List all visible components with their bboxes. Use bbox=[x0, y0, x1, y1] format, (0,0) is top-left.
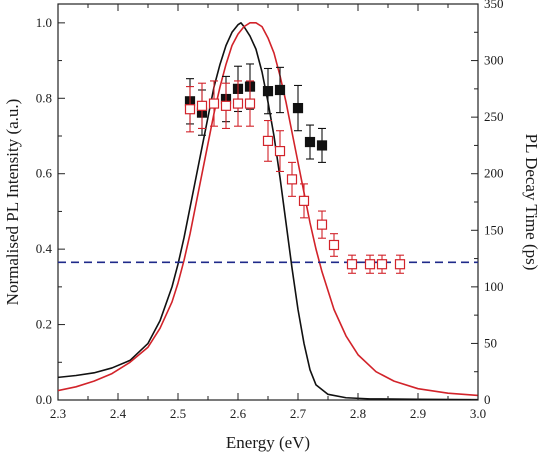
open-square-marker bbox=[364, 259, 376, 270]
x-tick-label: 2.9 bbox=[410, 406, 426, 421]
y2-tick-label: 100 bbox=[484, 279, 504, 294]
open-square-marker bbox=[298, 195, 310, 206]
x-tick-label: 2.6 bbox=[230, 406, 247, 421]
open-square-marker bbox=[232, 98, 244, 109]
x-tick-label: 3.0 bbox=[470, 406, 486, 421]
y-tick-label: 0.0 bbox=[36, 392, 52, 407]
open-square-marker bbox=[196, 100, 208, 111]
open-square-marker bbox=[328, 239, 340, 251]
y2-tick-label: 200 bbox=[484, 166, 504, 181]
plot-area-border bbox=[57, 3, 479, 401]
y2-tick-label: 150 bbox=[484, 222, 504, 237]
open-square-marker bbox=[346, 259, 358, 270]
series-layer bbox=[58, 22, 478, 400]
black-spectrum-line bbox=[58, 22, 478, 400]
x-tick-label: 2.8 bbox=[350, 406, 366, 421]
open-square-marker bbox=[376, 259, 388, 270]
plot-frame bbox=[57, 3, 479, 401]
marker-layer bbox=[184, 63, 406, 274]
filled-square-marker bbox=[292, 102, 304, 114]
y-tick-label: 0.6 bbox=[36, 166, 53, 181]
filled-square-marker bbox=[262, 86, 274, 97]
y-tick-label: 0.2 bbox=[36, 317, 52, 332]
open-square-marker bbox=[316, 219, 328, 230]
red-spectrum-line bbox=[58, 22, 478, 397]
y2-tick-label: 300 bbox=[484, 53, 504, 68]
open-square-marker bbox=[394, 259, 406, 270]
y2-axis-title: PL Decay Time (ps) bbox=[522, 134, 541, 271]
x-axis-title: Energy (eV) bbox=[226, 433, 310, 452]
y-tick-label: 1.0 bbox=[36, 15, 52, 30]
axis-layer: 2.3 2.4 2.5 2.6 2.7 2.8 2.9 3.0 0.0 0.2 0.4 0.6 0.8 1… bbox=[36, 0, 504, 421]
y-tick-label: 0.4 bbox=[36, 241, 53, 256]
y2-tick-label: 350 bbox=[484, 0, 504, 11]
filled-square-marker bbox=[304, 136, 316, 148]
x-tick-label: 2.7 bbox=[290, 406, 307, 421]
filled-square-marker bbox=[316, 140, 328, 151]
open-square-marker bbox=[208, 98, 220, 109]
x-tick-label: 2.4 bbox=[110, 406, 127, 421]
open-square-marker bbox=[262, 135, 274, 147]
y-axis-title: Normalised PL Intensity (a.u.) bbox=[3, 99, 22, 306]
x-tick-label: 2.5 bbox=[170, 406, 186, 421]
open-square-marker bbox=[184, 104, 196, 115]
open-square-marker bbox=[286, 174, 298, 185]
y2-tick-label: 250 bbox=[484, 109, 504, 124]
y2-tick-label: 0 bbox=[484, 392, 491, 407]
open-square-marker bbox=[274, 145, 286, 157]
x-tick-label: 2.3 bbox=[50, 406, 66, 421]
y2-tick-label: 50 bbox=[484, 335, 497, 350]
y-tick-label: 0.8 bbox=[36, 90, 52, 105]
open-square-marker bbox=[244, 98, 256, 109]
open-square-marker bbox=[220, 100, 232, 111]
filled-square-marker bbox=[274, 84, 286, 96]
